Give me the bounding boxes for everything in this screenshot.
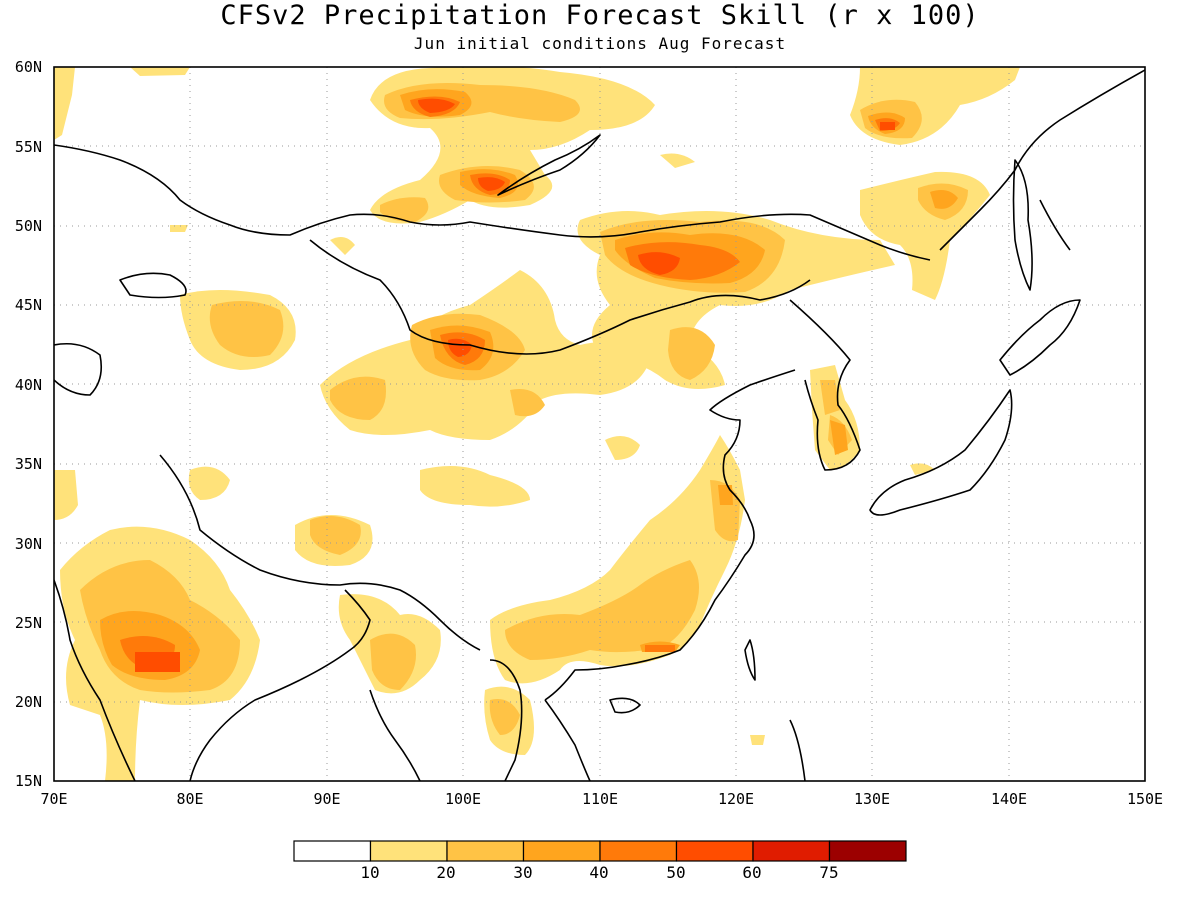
legend-label: 30	[513, 863, 533, 882]
lat-tick-label: 35N	[14, 455, 42, 473]
legend-swatch	[293, 840, 372, 862]
lon-tick-label: 120E	[717, 790, 755, 808]
lon-tick-label: 100E	[444, 790, 482, 808]
lon-tick-label: 70E	[40, 790, 68, 808]
legend-label: 50	[666, 863, 686, 882]
lon-tick-label: 130E	[853, 790, 891, 808]
map-frame	[53, 66, 1146, 782]
legend-swatch	[522, 840, 601, 862]
lon-tick-label: 90E	[313, 790, 341, 808]
lat-tick-label: 25N	[14, 614, 42, 632]
legend-label: 40	[589, 863, 609, 882]
lat-tick-label: 45N	[14, 296, 42, 314]
skill-level-50	[135, 98, 895, 672]
legend-swatch	[675, 840, 754, 862]
legend-swatch	[752, 840, 831, 862]
legend-swatch	[828, 840, 907, 862]
legend-swatch	[369, 840, 448, 862]
legend-label: 10	[360, 863, 380, 882]
lat-tick-label: 20N	[14, 693, 42, 711]
legend-swatch	[599, 840, 678, 862]
lat-tick-label: 50N	[14, 217, 42, 235]
lon-tick-label: 140E	[990, 790, 1028, 808]
legend-colorbar	[293, 840, 907, 862]
lon-tick-label: 150E	[1126, 790, 1164, 808]
map-subtitle: Jun initial conditions Aug Forecast	[413, 34, 787, 53]
legend-swatch	[446, 840, 525, 862]
lon-tick-label: 80E	[176, 790, 204, 808]
lat-tick-label: 30N	[14, 535, 42, 553]
skill-shading	[54, 67, 1020, 781]
map-title: CFSv2 Precipitation Forecast Skill (r x …	[220, 0, 980, 31]
coastlines-borders	[54, 69, 1145, 781]
lat-tick-label: 40N	[14, 376, 42, 394]
lat-tick-label: 15N	[14, 772, 42, 790]
lat-tick-label: 55N	[14, 138, 42, 156]
lon-tick-label: 110E	[581, 790, 619, 808]
legend-label: 20	[436, 863, 456, 882]
legend-label: 60	[742, 863, 762, 882]
skill-level-20	[80, 82, 968, 735]
graticule	[54, 67, 1145, 781]
legend-label: 75	[819, 863, 839, 882]
lat-tick-label: 60N	[14, 58, 42, 76]
